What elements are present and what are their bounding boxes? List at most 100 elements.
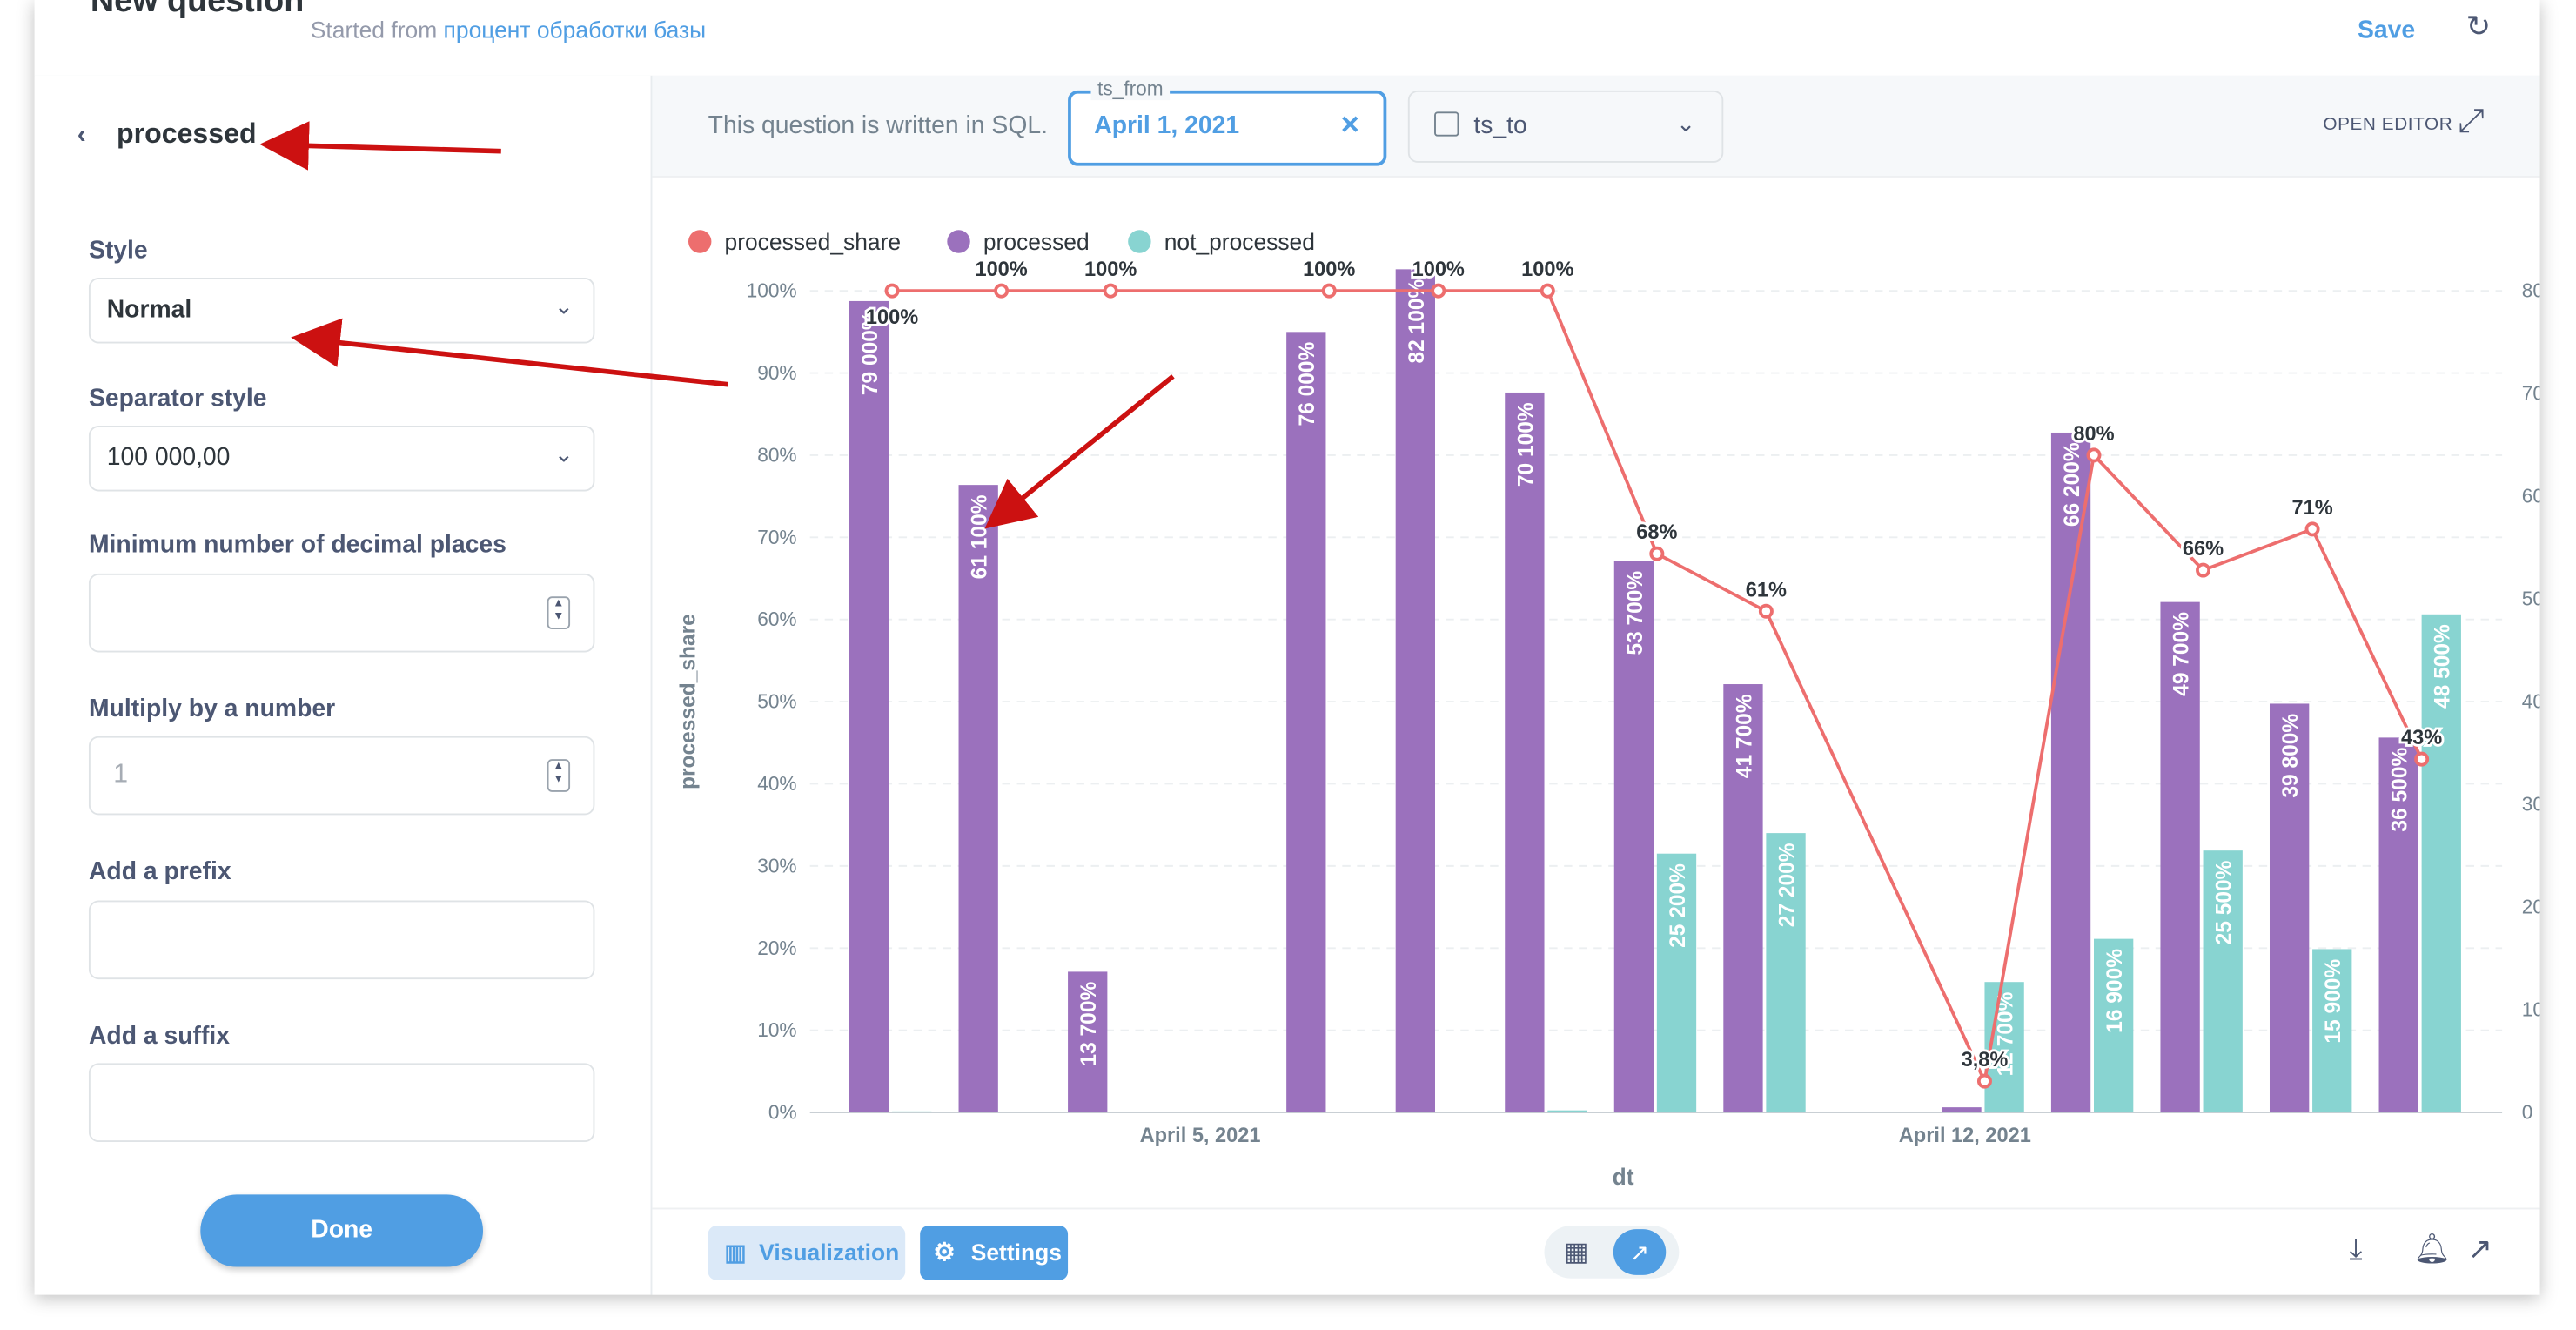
prefix-input[interactable] <box>88 900 595 980</box>
bar-processed <box>1505 392 1545 1113</box>
y-right-tick-label: 400 <box>2522 690 2540 713</box>
chart-area: 0% 10% 20% 30% 40% 50% 60% 70% 80% 90% 100% 0 100 200… <box>652 176 2540 1208</box>
bar-data-label: 53 700% <box>1624 571 1647 655</box>
visualization-button[interactable]: ▥ Visualization <box>708 1226 906 1280</box>
annotation-arrow <box>291 318 728 387</box>
bar-data-label: 76 000% <box>1296 341 1319 426</box>
ts-from-filter[interactable]: ts_from April 1, 2021 ✕ <box>1068 77 1387 166</box>
ts-from-value: April 1, 2021 <box>1094 111 1240 140</box>
y-left-tick-label: 10% <box>757 1018 796 1041</box>
line-segment-processed_share <box>1982 454 2096 1082</box>
line-segment-processed_share <box>2092 453 2204 572</box>
line-point-processed_share <box>2304 521 2320 537</box>
bell-icon[interactable]: 🔔︎ <box>2413 1232 2452 1266</box>
line-point-processed_share <box>1649 546 1665 561</box>
legend-swatch <box>1128 230 1151 253</box>
bar-processed <box>1068 971 1108 1113</box>
started-from: Started from процент обработки базы <box>311 17 706 43</box>
settings-button[interactable]: ⚙ Settings <box>920 1226 1069 1280</box>
bar-data-label: 66 200% <box>2061 442 2084 527</box>
number-stepper-icon[interactable]: ▲ ▼ <box>547 596 571 630</box>
y-left-tick-label: 90% <box>757 361 796 384</box>
annotation-arrow <box>259 121 501 171</box>
multiply-label: Multiply by a number <box>88 695 336 723</box>
bar-processed <box>958 485 998 1113</box>
multiply-input[interactable]: 1 ▲ ▼ <box>88 736 595 816</box>
line-segment-processed_share <box>2311 528 2424 760</box>
decimal-places-input[interactable]: ▲ ▼ <box>88 573 595 653</box>
chevron-left-icon[interactable]: ‹ <box>77 121 86 150</box>
line-segment-processed_share <box>1655 552 1768 613</box>
open-editor-button[interactable]: OPEN EDITOR <box>2323 115 2453 135</box>
refresh-icon[interactable]: ↻ <box>2465 10 2492 44</box>
number-stepper-icon[interactable]: ▲ ▼ <box>547 759 571 792</box>
bar-data-label: 82 100% <box>1405 279 1429 364</box>
line-point-processed_share <box>884 283 900 299</box>
bar-data-label: 13 700% <box>1077 982 1101 1066</box>
line-point-processed_share <box>2414 751 2430 767</box>
bar-processed <box>2378 737 2418 1113</box>
share-arrow-icon[interactable]: ↗ <box>2467 1232 2492 1266</box>
bar-processed <box>1723 684 1763 1113</box>
y-left-tick-label: 20% <box>757 937 796 959</box>
legend-item: not_processed <box>1164 229 1315 255</box>
separator-style-select[interactable]: 100 000,00 ⌄ <box>88 425 595 492</box>
ts-to-filter[interactable]: ts_to ⌄ <box>1407 90 1724 163</box>
y-left-tick-label: 30% <box>757 854 796 877</box>
expand-icon[interactable]: ⤢ <box>2458 103 2485 140</box>
bar-data-label: 15 900% <box>2322 959 2345 1044</box>
app-window: New question Started from процент обрабо… <box>34 0 2540 1295</box>
y-right-tick-label: 200 <box>2522 896 2540 918</box>
line-segment-processed_share <box>2202 527 2313 572</box>
view-toggle: ▦ ↗ <box>1544 1226 1680 1279</box>
y-right-tick-label: 600 <box>2522 485 2540 507</box>
ts-from-label: ts_from <box>1090 77 1171 101</box>
line-data-label: 71% <box>2291 496 2332 519</box>
y-right-tick-label: 800 <box>2522 279 2540 302</box>
suffix-input[interactable] <box>88 1063 595 1143</box>
chevron-down-icon: ⌄ <box>1676 110 1696 137</box>
gear-icon: ⚙ <box>933 1239 956 1267</box>
footer-bar: ▥ Visualization ⚙ Settings ▦ ↗ ⤓ 🔔︎ ↗ <box>652 1207 2540 1295</box>
bar-not_processed <box>1766 833 1806 1113</box>
bar-not_processed <box>1547 1110 1587 1113</box>
line-point-processed_share <box>2196 562 2211 578</box>
prefix-label: Add a prefix <box>88 857 231 886</box>
y-right-tick-label: 700 <box>2522 382 2540 405</box>
table-icon[interactable]: ▦ <box>1564 1239 1589 1267</box>
multiply-placeholder: 1 <box>113 761 129 789</box>
done-button[interactable]: Done <box>200 1194 484 1267</box>
line-data-label: 100% <box>1303 258 1355 280</box>
bar-not_processed <box>2203 850 2243 1113</box>
separator-style-label: Separator style <box>88 384 267 413</box>
visualization-label: Visualization <box>759 1239 900 1266</box>
chart-icon[interactable]: ↗ <box>1613 1229 1667 1275</box>
bar-processed <box>1395 269 1435 1113</box>
line-point-processed_share <box>1321 283 1337 299</box>
bar-chart-icon: ▥ <box>724 1239 747 1266</box>
y-right-tick-label: 500 <box>2522 588 2540 610</box>
line-data-label: 3,8% <box>1962 1048 2009 1071</box>
line-segment-processed_share <box>1764 610 1987 1082</box>
x-tick-label: April 5, 2021 <box>1140 1124 1261 1146</box>
source-question-link[interactable]: процент обработки базы <box>443 16 707 44</box>
line-data-label: 66% <box>2183 537 2224 560</box>
download-icon[interactable]: ⤓ <box>2349 1232 2363 1266</box>
line-point-processed_share <box>1758 603 1774 619</box>
bar-data-label: 36 500% <box>2389 748 2412 832</box>
bar-data-label: 70 100% <box>1514 402 1538 487</box>
clear-icon[interactable]: ✕ <box>1339 111 1361 140</box>
parameters-bar: This question is written in SQL. ts_from… <box>652 75 2540 178</box>
y-left-tick-label: 50% <box>757 690 796 713</box>
bar-processed <box>849 300 889 1113</box>
bar-data-label: 27 200% <box>1775 843 1799 927</box>
sidebar-back-title[interactable]: processed <box>117 118 257 150</box>
line-point-processed_share <box>2086 447 2102 463</box>
y-right-tick-label: 300 <box>2522 793 2540 816</box>
line-data-label: 61% <box>1746 578 1787 601</box>
annotation-arrow <box>984 374 1175 529</box>
line-point-processed_share <box>1103 283 1118 299</box>
suffix-label: Add a suffix <box>88 1022 230 1051</box>
legend-swatch <box>688 230 712 253</box>
save-button[interactable]: Save <box>2357 16 2416 44</box>
